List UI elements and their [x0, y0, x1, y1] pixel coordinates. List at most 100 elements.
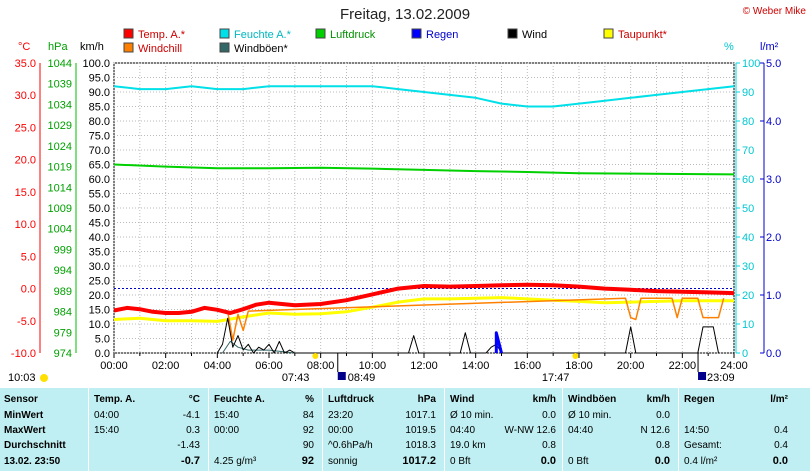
credit-text: © Weber Mike [742, 6, 806, 17]
legend-label: Wind [522, 29, 547, 41]
humidity-tick-label: 40 [742, 232, 754, 244]
temp-tick-label: 20.0 [15, 155, 36, 167]
rain-total-value: 0.4 [774, 440, 788, 451]
pressure-forecast: sonnig [328, 456, 358, 467]
legend-swatch [123, 42, 134, 53]
gusts-max-time: 04:40 [568, 425, 594, 436]
x-tick-label: 18:00 [565, 360, 593, 372]
gusts-current-value: 0.0 [654, 455, 670, 467]
sunrise-time: 07:43 [282, 372, 310, 384]
sun-icon [40, 374, 48, 382]
pressure-tick-label: 994 [54, 265, 72, 277]
pressure-tick-label: 989 [54, 286, 72, 298]
temp-tick-label: 15.0 [15, 187, 36, 199]
wind-tick-label: 5.0 [95, 334, 110, 346]
stats-header-temp: Temp. A. [94, 394, 136, 405]
pressure-tick-label: 999 [54, 244, 72, 256]
wind-tick-label: 10.0 [89, 319, 110, 331]
wind-tick-label: 55.0 [89, 189, 110, 201]
temp-unit-label: °C [18, 41, 30, 53]
wind-avg-value: 0.0 [542, 410, 556, 421]
series-temp-a [113, 282, 735, 315]
wind-tick-label: 45.0 [89, 218, 110, 230]
pressure-min-value: 1017.1 [405, 410, 436, 421]
chart-title: Freitag, 13.02.2009 [339, 6, 471, 23]
pressure-max-value: 1019.5 [405, 425, 436, 436]
series-taupunkt [113, 296, 734, 323]
wind-tick-label: 70.0 [89, 145, 110, 157]
stats-unit-wind: km/h [532, 394, 556, 405]
temp-tick-label: -5.0 [17, 316, 36, 328]
stats-label-max: MaxWert [4, 425, 46, 436]
humidity-tick-label: 0 [742, 348, 748, 360]
stats-unit-gusts: km/h [646, 394, 670, 405]
wind-tick-label: 60.0 [89, 174, 110, 186]
stats-header-humidity: Feuchte A. [214, 394, 265, 405]
x-tick-label: 20:00 [617, 360, 645, 372]
legend-label: Feuchte A.* [234, 29, 292, 41]
pressure-tick-label: 1019 [48, 162, 72, 174]
series-windchill [226, 297, 725, 341]
wind-tick-label: 75.0 [89, 131, 110, 143]
moonset-icon [698, 372, 707, 380]
x-tick-label: 00:00 [100, 360, 128, 372]
pressure-tick-label: 979 [54, 327, 72, 339]
gusts-mean-value: 0.8 [656, 440, 670, 451]
pressure-tick-label: 1039 [48, 79, 72, 91]
legend-label: Windböen* [234, 43, 289, 55]
temp-tick-label: 35.0 [15, 58, 36, 70]
stats-col-sensor: Sensor MinWert MaxWert Durchschnitt 13.0… [4, 388, 88, 471]
humidity-tick-label: 80 [742, 116, 754, 128]
sunrise-icon [312, 353, 319, 359]
wind-tick-label: 90.0 [89, 87, 110, 99]
humidity-tick-label: 20 [742, 290, 754, 302]
wind-tick-label: 0.0 [95, 348, 110, 360]
rain-tick-label: 5.0 [766, 58, 781, 70]
pressure-tick-label: 1044 [48, 58, 72, 70]
stats-col-pressure: Luftdruck hPa 23:20 1017.1 00:00 1019.5 ^0.… [328, 388, 440, 471]
stats-header-pressure: Luftdruck [328, 394, 375, 405]
x-tick-label: 22:00 [669, 360, 697, 372]
stats-col-rain: Regen l/m² 14:50 0.4 Gesamt: 0.4 0.4 l/m² 0.… [684, 388, 792, 471]
wind-tick-label: 25.0 [89, 276, 110, 288]
temp-max-value: 0.3 [186, 425, 200, 436]
gusts-beaufort: 0 Bft [568, 456, 589, 467]
x-tick-label: 08:00 [307, 360, 335, 372]
temp-current-value: -0.7 [181, 455, 200, 467]
wind-tick-label: 35.0 [89, 247, 110, 259]
stats-unit-temp: °C [188, 394, 200, 405]
temp-avg-value: -1.43 [177, 440, 200, 451]
x-tick-label: 10:00 [359, 360, 387, 372]
humidity-tick-label: 10 [742, 319, 754, 331]
pressure-tick-label: 1014 [48, 182, 72, 194]
pressure-tick-label: 1024 [48, 141, 72, 153]
humidity-tick-label: 70 [742, 145, 754, 157]
temp-tick-label: 30.0 [15, 90, 36, 102]
day-start-time: 10:03 [8, 372, 36, 384]
humidity-max-value: 92 [302, 425, 314, 436]
rain-tick-label: 3.0 [766, 174, 781, 186]
series-regen [494, 331, 503, 354]
humidity-tick-label: 50 [742, 203, 754, 215]
stats-header-gusts: Windböen [568, 394, 617, 405]
legend-swatch [603, 28, 614, 39]
rain-day-total: 0.4 l/m² [684, 456, 718, 467]
legend-label: Regen [426, 29, 458, 41]
humidity-max-time: 00:00 [214, 425, 240, 436]
legend-label: Taupunkt* [618, 29, 668, 41]
humidity-tick-label: 90 [742, 87, 754, 99]
humidity-tick-label: 60 [742, 174, 754, 186]
wind-tick-label: 85.0 [89, 102, 110, 114]
wind-beaufort: 0 Bft [450, 456, 471, 467]
series-feuchte-a [113, 85, 735, 108]
temp-tick-label: 0.0 [21, 284, 36, 296]
stats-header-sensor: Sensor [4, 394, 38, 405]
rain-total-label: Gesamt: [684, 440, 722, 451]
pressure-tick-label: 1034 [48, 99, 72, 111]
legend-swatch [507, 28, 518, 39]
series-wind [216, 317, 719, 354]
gusts-avg-label: Ø 10 min. [568, 410, 612, 421]
stats-unit-rain: l/m² [770, 394, 788, 405]
wind-tick-label: 100.0 [82, 58, 110, 70]
moonset-time: 23:09 [707, 372, 735, 384]
